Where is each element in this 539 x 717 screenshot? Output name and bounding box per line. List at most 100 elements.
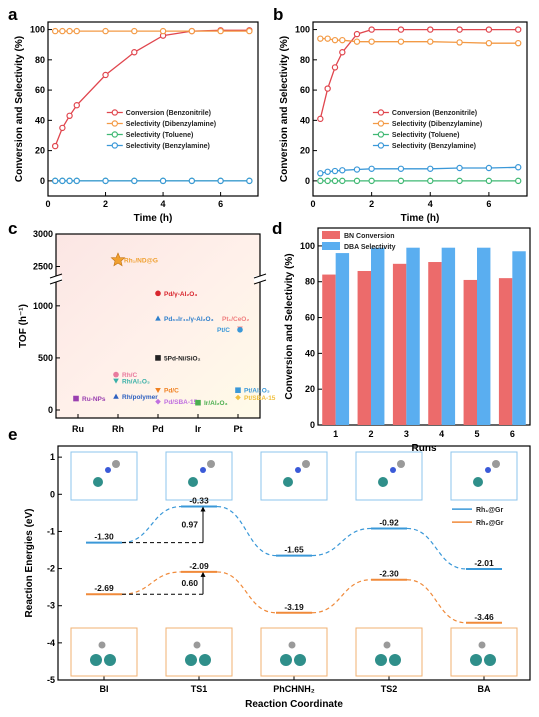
y-tick-label: 60 (305, 313, 315, 323)
y-tick-label: 100 (295, 25, 310, 35)
legend-label: Selectivity (Toluene) (126, 132, 194, 139)
data-point (217, 177, 224, 185)
data-point (317, 170, 324, 177)
x-tick-label: Ru (72, 424, 84, 434)
energy-label: -2.09 (189, 561, 209, 571)
x-tick-label: 2 (368, 429, 373, 439)
energy-label: -0.92 (379, 517, 399, 527)
n-atom (390, 467, 396, 473)
legend-marker (377, 142, 385, 149)
bar (406, 247, 420, 425)
panel-letter: a (8, 5, 18, 24)
y-tick-label: 40 (305, 348, 315, 358)
x-tick-label: BI (100, 684, 109, 694)
data-point (159, 177, 167, 185)
x-tick-label: BA (478, 684, 491, 694)
data-point (113, 371, 119, 378)
rh-atom (484, 654, 496, 666)
data-point (102, 27, 109, 35)
y-tick-label: 0 (310, 420, 315, 430)
barrier-arrowhead (200, 571, 206, 577)
data-point (155, 290, 161, 297)
y-axis-title: Reaction Energies (eV) (24, 509, 35, 618)
energy-label: -0.33 (189, 496, 209, 506)
data-point (59, 27, 66, 35)
data-point-label: Pt/SBA-15 (244, 395, 276, 402)
y-tick-label: 0 (48, 405, 53, 415)
y-axis-title: Conversion and Selectivity (%) (279, 36, 290, 182)
rh-atom (280, 654, 292, 666)
x-tick-label: 6 (510, 429, 515, 439)
data-point (159, 27, 167, 35)
barrier-arrowhead (200, 506, 206, 512)
data-point (515, 164, 522, 171)
data-point-label: Pt/C (217, 327, 230, 334)
rh-atom (294, 654, 306, 666)
n-atom (200, 467, 206, 473)
data-point (237, 326, 243, 333)
x-tick-label: TS1 (191, 684, 208, 694)
rh-atom (188, 477, 198, 487)
plot-frame (312, 21, 528, 197)
data-point (113, 393, 119, 399)
data-point (456, 26, 463, 33)
data-point (66, 112, 73, 120)
energy-connector (406, 527, 467, 570)
data-point (339, 36, 346, 44)
y-tick-label: 1000 (33, 301, 53, 311)
energy-connector (311, 527, 372, 557)
data-point (188, 27, 196, 35)
x-tick-label: Pt (234, 424, 243, 434)
energy-connector (121, 505, 182, 544)
x-tick-label: Pd (152, 424, 164, 434)
data-point (246, 177, 253, 185)
y-tick-label: 500 (38, 353, 53, 363)
x-tick-label: 4 (161, 199, 166, 209)
plot-frame (317, 227, 531, 426)
structure-frame-rh2 (70, 627, 138, 677)
x-tick-label: 5 (474, 429, 479, 439)
data-point (368, 38, 375, 45)
energy-label: -2.30 (379, 569, 399, 579)
energy-label: -1.30 (94, 532, 114, 542)
axis-break-gap (254, 276, 266, 282)
bar (477, 247, 491, 425)
energy-connector (216, 505, 277, 557)
data-point-label: Rh/polymer (122, 394, 158, 401)
data-point-label: Pd/γ-Al₂O₃ (164, 291, 197, 298)
bar (498, 278, 513, 425)
data-point (155, 398, 161, 405)
y-axis-title: Conversion and Selectivity (%) (284, 253, 295, 399)
legend-marker (377, 120, 385, 127)
x-tick-label: 0 (45, 199, 50, 209)
data-point (59, 177, 66, 185)
y-tick-label: 0 (50, 489, 55, 499)
rh-atom (104, 654, 116, 666)
data-point-label: Pd/C (164, 388, 179, 395)
data-point-label: Rh₁/ND@G (124, 258, 158, 265)
data-point (324, 35, 331, 42)
rh-atom (378, 477, 388, 487)
c-atom (98, 641, 106, 649)
data-point (51, 177, 59, 185)
panel-c: c 0 500 1000 2500 3000 Ru Rh Pd Ir Pt TOF (h⁻¹) Rh₁/… (8, 219, 276, 434)
legend-label: BN Conversion (344, 233, 395, 240)
x-axis-title: Runs (412, 443, 437, 454)
data-point (427, 26, 434, 33)
x-tick-label: 2 (369, 199, 374, 209)
structure-frame-rh1 (70, 451, 138, 501)
energy-connector (311, 579, 372, 614)
data-point (515, 26, 522, 33)
data-point (102, 71, 109, 79)
rh-atom (470, 654, 482, 666)
y-tick-label: 20 (305, 384, 315, 394)
data-point (353, 166, 361, 173)
structure-frame-rh2 (450, 627, 518, 677)
data-point (339, 177, 346, 185)
bar (463, 279, 477, 425)
data-point (456, 177, 463, 185)
data-point (427, 38, 434, 45)
data-point (324, 177, 331, 185)
data-point (485, 26, 493, 33)
